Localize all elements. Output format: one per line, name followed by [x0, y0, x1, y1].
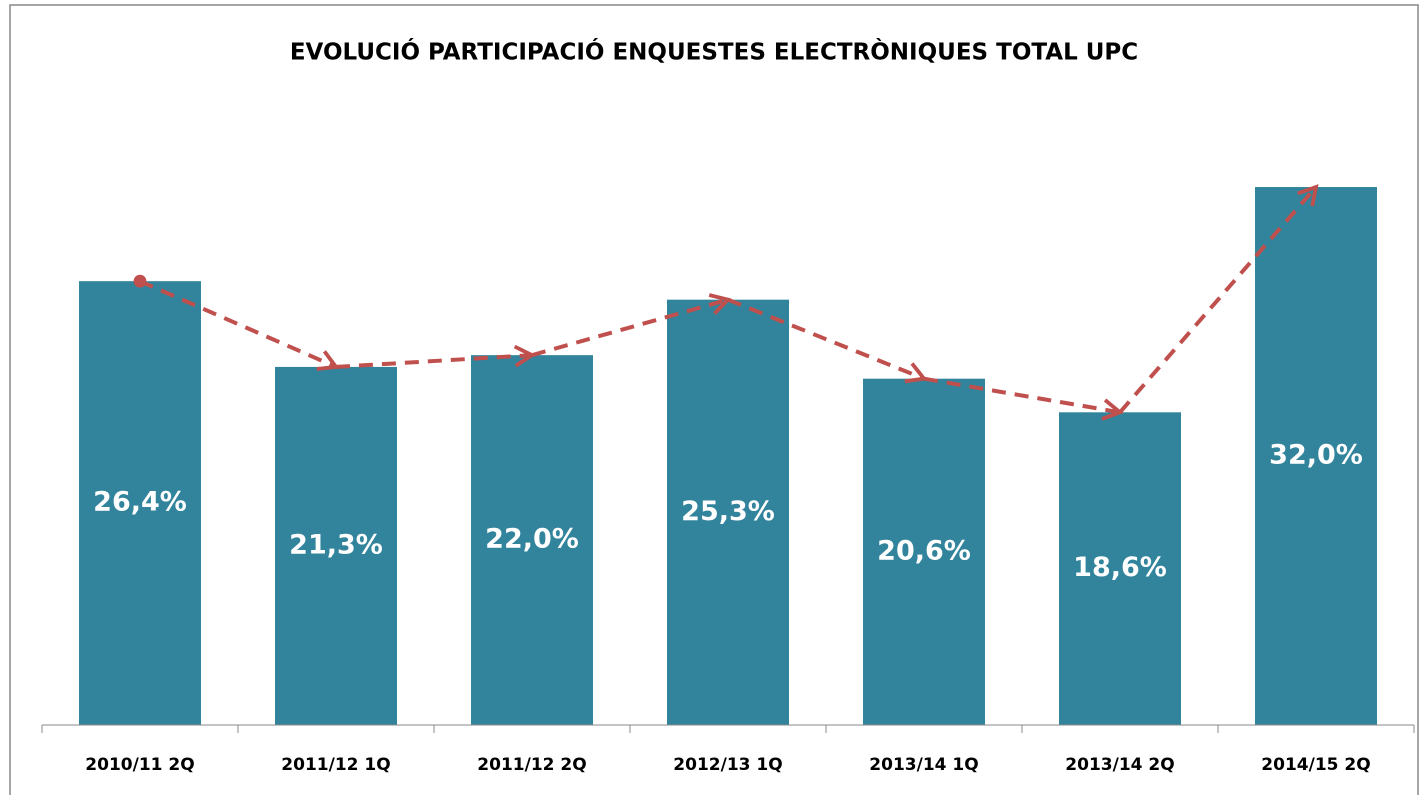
- chart-title: EVOLUCIÓ PARTICIPACIÓ ENQUESTES ELECTRÒN…: [290, 38, 1138, 66]
- trend-arrow: [1118, 184, 1319, 414]
- data-label: 26,4%: [93, 487, 187, 518]
- data-label: 18,6%: [1073, 552, 1167, 583]
- trend-arrow: [727, 297, 928, 384]
- x-tick-label: 2011/12 1Q: [281, 755, 390, 775]
- x-tick-label: 2010/11 2Q: [85, 755, 194, 775]
- x-tick-label: 2013/14 1Q: [869, 755, 978, 775]
- bar: [667, 299, 789, 725]
- x-tick-label: 2014/15 2Q: [1261, 755, 1370, 775]
- bar: [1255, 187, 1377, 725]
- bar: [471, 355, 593, 725]
- data-label: 32,0%: [1269, 440, 1363, 471]
- trend-arrow: [335, 344, 536, 369]
- x-tick-label: 2011/12 2Q: [477, 755, 586, 775]
- trend-arrow: [923, 376, 1124, 421]
- x-tick-label: 2013/14 2Q: [1065, 755, 1174, 775]
- data-label: 25,3%: [681, 496, 775, 527]
- data-label: 22,0%: [485, 524, 579, 555]
- bar: [1059, 412, 1181, 725]
- x-tick-label: 2012/13 1Q: [673, 755, 782, 775]
- data-label: 21,3%: [289, 529, 383, 560]
- data-label: 20,6%: [877, 535, 971, 566]
- bar: [275, 366, 397, 725]
- trend-arrow: [133, 274, 340, 371]
- trend-arrow: [531, 293, 732, 358]
- bar: [863, 378, 985, 725]
